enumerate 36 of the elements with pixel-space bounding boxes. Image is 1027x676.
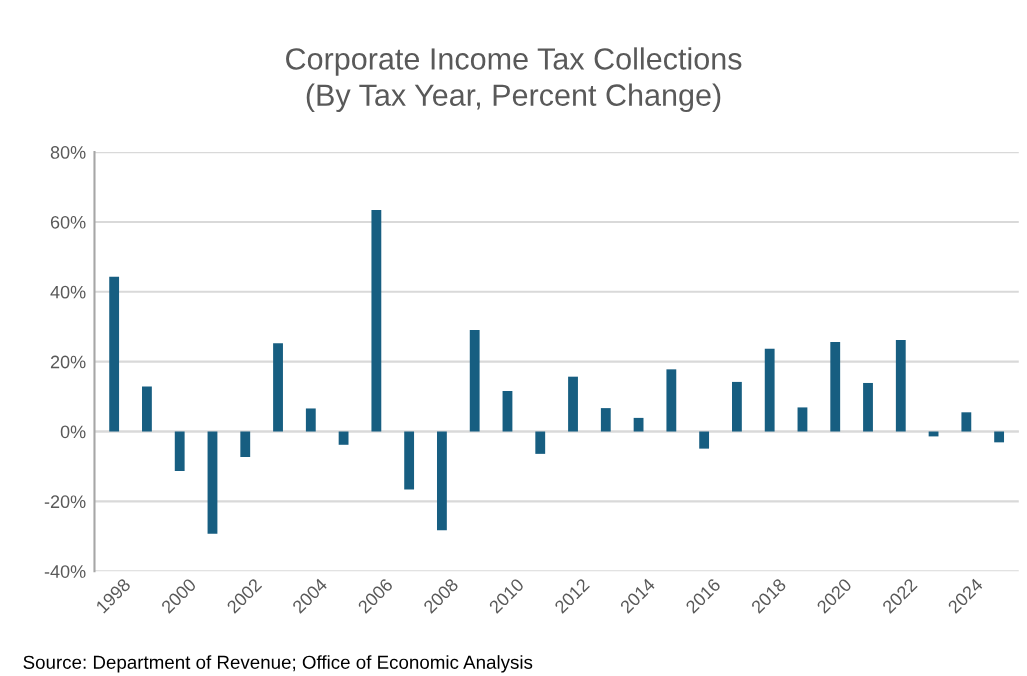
bar — [633, 417, 644, 432]
bar — [305, 408, 316, 432]
bar — [600, 408, 611, 432]
y-tick-label: 40% — [50, 285, 86, 299]
source-note: Source: Department of Revenue; Office of Economic Analysis — [23, 655, 533, 673]
bar — [568, 376, 578, 432]
bar — [273, 343, 283, 432]
bar — [142, 386, 152, 432]
bar — [699, 431, 710, 449]
y-tick-label: -20% — [44, 495, 86, 509]
y-tick-label: 0% — [60, 425, 86, 439]
bar — [404, 431, 415, 490]
y-tick-label: 60% — [50, 215, 86, 229]
bar — [338, 431, 349, 445]
y-tick-label: -40% — [44, 565, 86, 578]
bar — [666, 369, 677, 432]
bar — [371, 210, 382, 432]
bar — [502, 391, 513, 432]
bar — [469, 329, 480, 432]
bar — [830, 342, 841, 432]
bar — [207, 431, 218, 534]
y-tick-label: 80% — [50, 146, 86, 159]
bar — [535, 431, 546, 454]
y-tick-label: 20% — [50, 355, 86, 369]
bar — [797, 407, 808, 432]
chart-title: Corporate Income Tax Collections (By Tax Year, Percent Change) — [286, 47, 742, 113]
bar — [994, 431, 1005, 443]
bar — [895, 340, 906, 432]
bar — [174, 431, 185, 471]
bar — [961, 412, 972, 432]
bar — [764, 348, 775, 432]
bar — [109, 276, 120, 432]
bar — [863, 382, 873, 432]
bar — [240, 431, 251, 458]
bar — [437, 431, 447, 531]
bar — [731, 381, 742, 432]
